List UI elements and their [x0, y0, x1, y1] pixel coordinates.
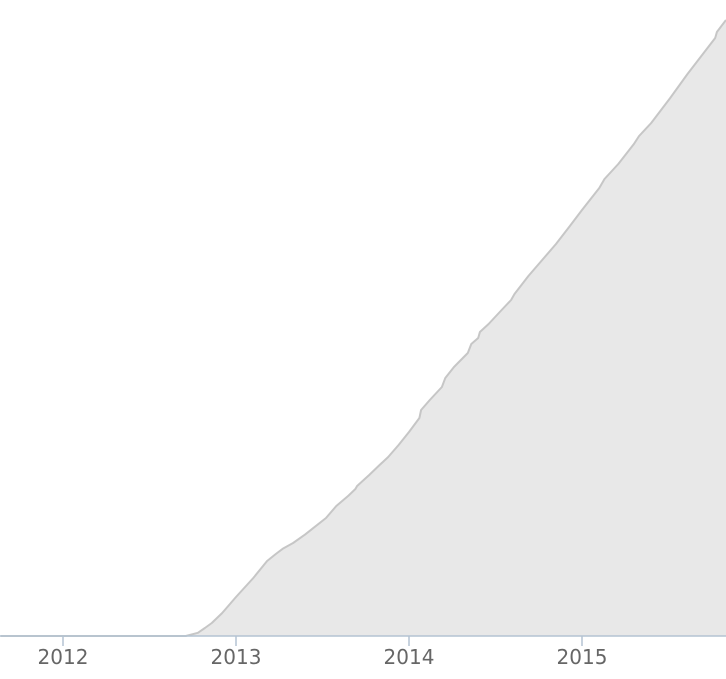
x-tick-label: 2015 — [557, 645, 608, 669]
x-axis: 2012 2013 2014 2015 — [0, 635, 726, 669]
x-tick-label: 2014 — [384, 645, 435, 669]
area-layer — [0, 19, 726, 637]
series-area-fill — [0, 20, 726, 636]
x-tick-label: 2013 — [211, 645, 262, 669]
series-line — [0, 19, 726, 637]
x-tick-label: 2012 — [38, 645, 89, 669]
